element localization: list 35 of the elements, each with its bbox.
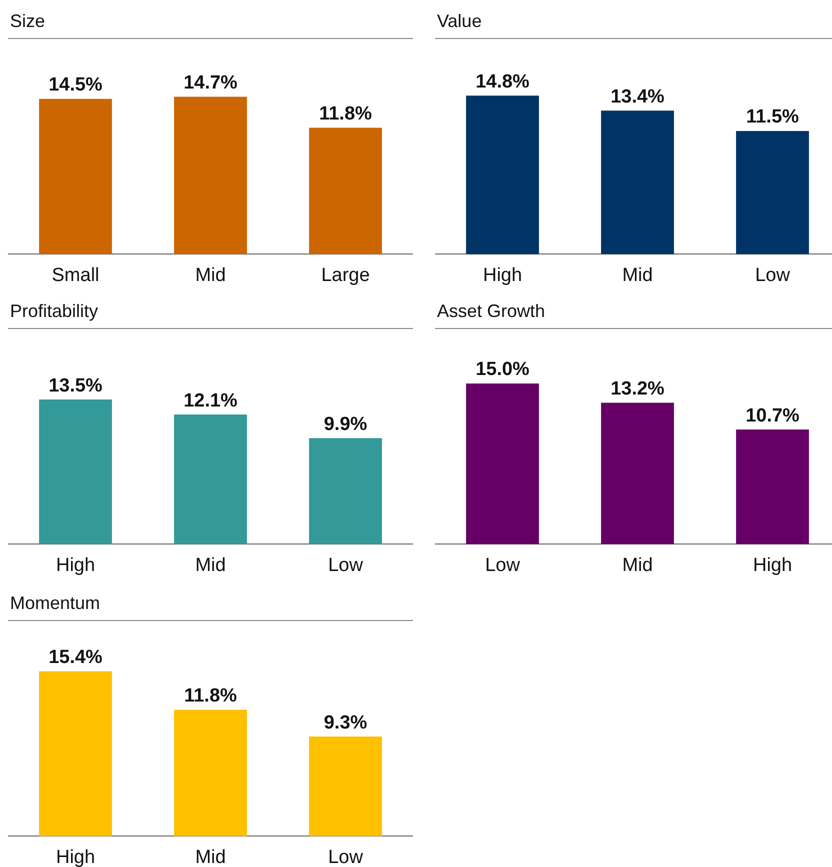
x-tick-label: Low xyxy=(328,846,364,867)
data-label: 10.7% xyxy=(746,405,800,426)
chart-title: Value xyxy=(435,10,832,39)
chart-title: Asset Growth xyxy=(435,300,832,329)
data-label: 14.7% xyxy=(184,72,238,94)
x-tick-label: Small xyxy=(52,264,100,286)
chart-title: Profitability xyxy=(8,300,413,329)
data-label: 11.5% xyxy=(746,106,800,128)
x-tick-label: Mid xyxy=(622,264,653,286)
x-tick-label: High xyxy=(56,554,96,576)
data-label: 13.4% xyxy=(610,86,665,108)
x-tick-label: Low xyxy=(485,554,520,576)
x-tick-label: Mid xyxy=(195,846,226,867)
x-tick-label: High xyxy=(482,264,522,286)
data-label: 13.2% xyxy=(610,378,665,400)
data-label: 9.3% xyxy=(324,712,368,734)
x-tick-label: Mid xyxy=(622,554,653,576)
chart-title: Size xyxy=(8,10,413,39)
x-tick-label: Low xyxy=(755,264,790,286)
data-label: 9.9% xyxy=(324,414,368,435)
x-tick-label: High xyxy=(752,554,792,576)
x-tick-label: High xyxy=(56,846,96,867)
data-label: 13.5% xyxy=(48,375,103,396)
x-tick-label: Mid xyxy=(195,554,226,576)
data-label: 12.1% xyxy=(184,390,238,412)
data-label: 15.0% xyxy=(476,359,530,380)
data-label: 11.8% xyxy=(319,104,372,125)
x-tick-label: Mid xyxy=(195,264,226,286)
data-label: 15.4% xyxy=(48,646,103,668)
x-tick-label: Large xyxy=(321,264,370,286)
data-label: 14.8% xyxy=(476,71,530,92)
x-tick-label: Low xyxy=(328,554,364,576)
data-label: 14.5% xyxy=(48,74,103,96)
chart-title: Momentum xyxy=(8,592,413,621)
data-label: 11.8% xyxy=(184,686,238,707)
